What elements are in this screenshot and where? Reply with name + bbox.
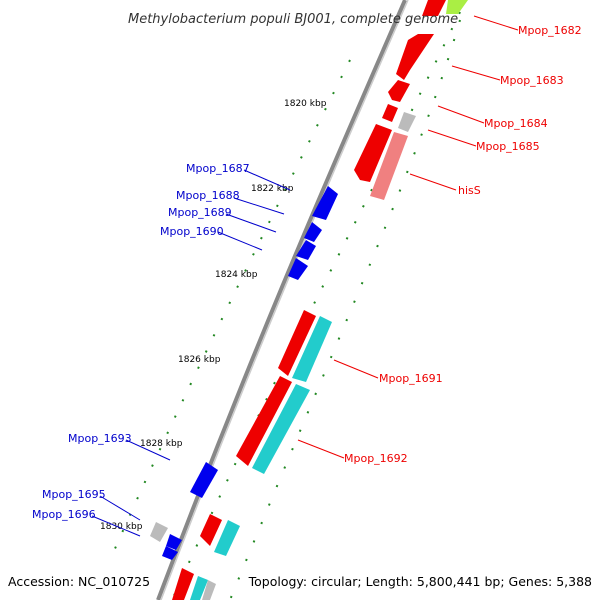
label-mpop-1693[interactable]: Mpop_1693 <box>68 432 132 445</box>
gene-mpop-1683[interactable] <box>388 80 410 102</box>
label-mpop-1688[interactable]: Mpop_1688 <box>176 189 240 202</box>
gene-hisS[interactable] <box>370 132 408 200</box>
leader-mpop-1685 <box>427 129 477 147</box>
gene-mpop-1687[interactable] <box>312 186 338 220</box>
leader-mpop-1693 <box>125 439 171 461</box>
kbp-label-1830: 1830 kbp <box>100 522 143 532</box>
leader-mpop-1684 <box>437 105 485 124</box>
kbp-label-1820: 1820 kbp <box>284 99 327 109</box>
gene-mpop-1686[interactable] <box>354 124 392 182</box>
label-mpop-1687[interactable]: Mpop_1687 <box>186 162 250 175</box>
gene-mpop-1693[interactable] <box>190 462 218 498</box>
leader-mpop-1682 <box>473 15 519 31</box>
label-mpop-1689[interactable]: Mpop_1689 <box>168 206 232 219</box>
map-title: Methylobacterium populi BJ001, complete … <box>128 12 458 27</box>
label-mpop-1683[interactable]: Mpop_1683 <box>500 74 564 87</box>
gene-mpop-1682[interactable] <box>396 34 434 80</box>
label-mpop-1695[interactable]: Mpop_1695 <box>42 488 106 501</box>
leader-mpop-1683 <box>451 65 501 81</box>
gene-mpop-1685[interactable] <box>398 112 416 132</box>
gene-lower-cyan[interactable] <box>214 520 240 556</box>
kbp-label-1822: 1822 kbp <box>251 184 294 194</box>
gene-lower-red[interactable] <box>200 514 222 546</box>
gene-mpop-1690[interactable] <box>288 258 308 280</box>
leader-mpop-1689 <box>225 213 277 233</box>
genome-summary-text: Topology: circular; Length: 5,800,441 bp… <box>248 574 592 589</box>
leader-mpop-1692 <box>297 439 345 459</box>
leader-mpop-1688 <box>233 197 285 215</box>
gene-mpop-1691[interactable] <box>278 310 316 376</box>
gene-mpop-1688[interactable] <box>304 222 322 242</box>
leader-mpop-1690 <box>217 231 263 251</box>
right-tick-track <box>229 19 461 600</box>
gene-bottom-gray <box>202 580 216 600</box>
gene-mpop-1692[interactable] <box>236 376 292 466</box>
gene-mpop-1691-rna[interactable] <box>292 316 332 382</box>
gene-mpop-1692-rna[interactable] <box>252 384 310 474</box>
kbp-label-1824: 1824 kbp <box>215 270 258 280</box>
label-mpop-1685[interactable]: Mpop_1685 <box>476 140 540 153</box>
leader-mpop-1695 <box>99 495 141 521</box>
label-mpop-1684[interactable]: Mpop_1684 <box>484 117 548 130</box>
leader-mpop-1696 <box>91 515 141 537</box>
label-mpop-1682[interactable]: Mpop_1682 <box>518 24 582 37</box>
inner-tick-track <box>109 59 351 561</box>
gene-bottom-cyan <box>190 576 208 600</box>
label-mpop-1696[interactable]: Mpop_1696 <box>32 508 96 521</box>
leader-hisS <box>409 173 457 191</box>
gene-mpop-1695[interactable] <box>150 522 168 542</box>
label-hisS[interactable]: hisS <box>458 184 481 197</box>
leader-mpop-1691 <box>333 359 379 379</box>
kbp-label-1826: 1826 kbp <box>178 355 221 365</box>
gene-bottom-red <box>172 568 194 600</box>
gene-mpop-1696[interactable] <box>166 534 182 550</box>
gene-mpop-1689[interactable] <box>296 240 316 260</box>
gene-top-highlight <box>446 0 468 14</box>
leader-mpop-1687 <box>243 169 291 191</box>
kbp-label-1828: 1828 kbp <box>140 439 183 449</box>
gene-mpop-1684[interactable] <box>382 104 398 122</box>
gene-mpop-1681-fragment <box>422 0 446 16</box>
label-mpop-1692[interactable]: Mpop_1692 <box>344 452 408 465</box>
accession-text: Accession: NC_010725 <box>8 574 150 589</box>
genome-backbone-shadow <box>160 0 409 600</box>
label-mpop-1691[interactable]: Mpop_1691 <box>379 372 443 385</box>
label-mpop-1690[interactable]: Mpop_1690 <box>160 225 224 238</box>
gene-mpop-1697[interactable] <box>162 546 178 560</box>
